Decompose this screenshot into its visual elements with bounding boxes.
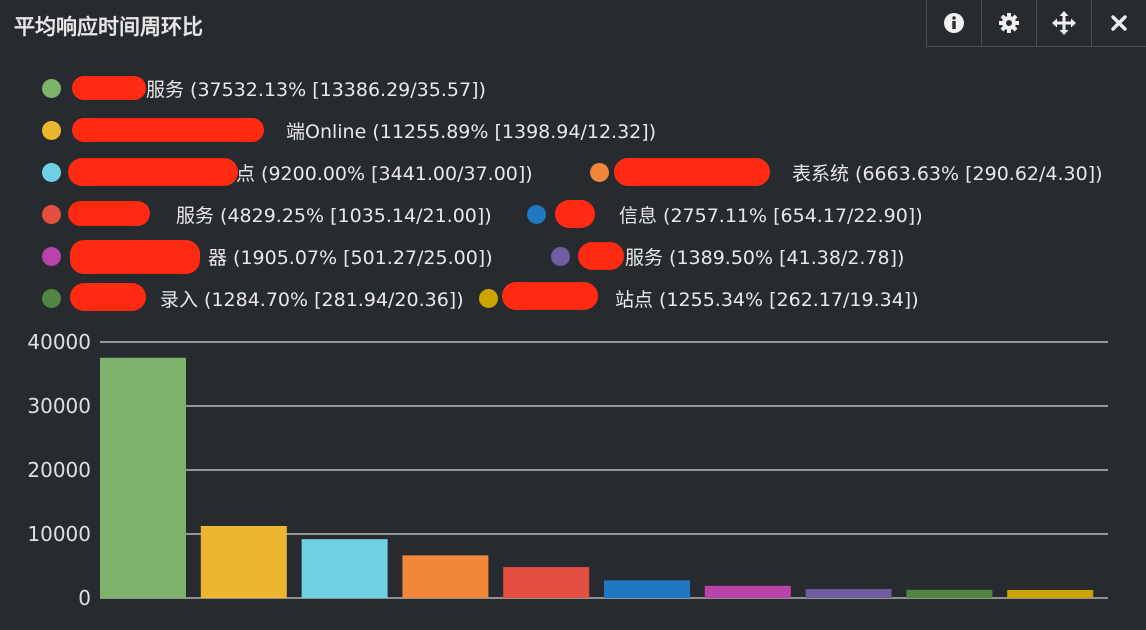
bar[interactable] [402,555,488,598]
y-tick-label: 30000 [27,394,91,418]
y-tick-label: 40000 [27,330,91,354]
y-tick-label: 20000 [27,458,91,482]
bar[interactable] [604,580,690,598]
bar[interactable] [906,590,992,598]
y-tick-label: 0 [78,586,91,610]
bar[interactable] [100,358,186,598]
bar[interactable] [503,567,589,598]
bar[interactable] [1007,590,1093,598]
bar[interactable] [705,586,791,598]
y-tick-label: 10000 [27,522,91,546]
bar[interactable] [201,526,287,598]
bar[interactable] [806,589,892,598]
bar[interactable] [302,539,388,598]
